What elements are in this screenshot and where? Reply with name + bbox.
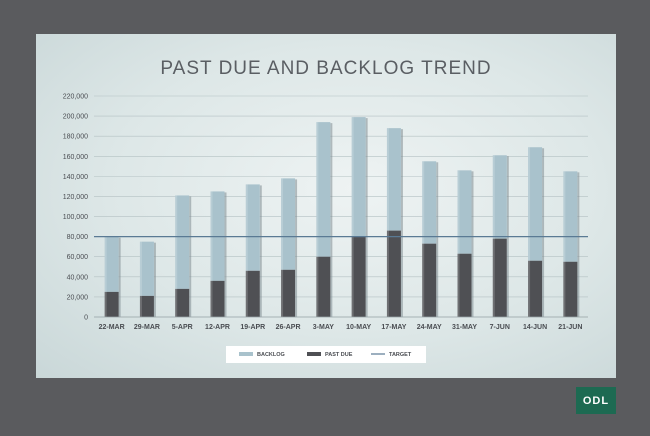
x-tick-label: 14-JUN xyxy=(523,324,547,331)
bar-highlight xyxy=(457,170,460,317)
x-tick-label: 3-MAY xyxy=(313,324,334,331)
chart: PAST DUE AND BACKLOG TREND 0 20,000 40,000… xyxy=(63,58,588,363)
logo-text: ODL xyxy=(582,394,610,407)
x-tick-label: 17-MAY xyxy=(381,324,406,331)
x-tick-label: 21-JUN xyxy=(558,324,582,331)
bar-past-due xyxy=(210,280,225,317)
company-logo: ODL xyxy=(576,387,616,414)
x-tick-label: 5-APR xyxy=(172,324,193,331)
bar-shadow xyxy=(224,192,227,317)
bar-highlight xyxy=(210,191,213,317)
y-tick-label: 0 xyxy=(84,315,88,322)
y-tick-label: 180,000 xyxy=(63,134,88,141)
bar-backlog xyxy=(351,117,366,237)
bar-shadow xyxy=(118,237,121,317)
bar-past-due xyxy=(492,238,507,317)
bar-shadow xyxy=(330,123,333,317)
bar-highlight xyxy=(104,236,107,317)
bar-shadow xyxy=(400,129,403,317)
x-tick-label: 7-JUN xyxy=(490,324,510,331)
bar-highlight xyxy=(563,171,566,317)
bar-shadow xyxy=(436,162,439,317)
legend-label: PAST DUE xyxy=(325,352,353,358)
y-tick-label: 40,000 xyxy=(67,274,89,281)
x-tick-label: 24-MAY xyxy=(417,324,442,331)
y-tick-label: 220,000 xyxy=(63,94,88,101)
y-axis: 0 20,000 40,000 60,000 80,000 100,000 120,000 1… xyxy=(63,94,88,322)
bar-past-due xyxy=(245,270,260,317)
bar-past-due xyxy=(457,253,472,317)
bar-past-due xyxy=(351,236,366,317)
bar-backlog xyxy=(139,241,154,296)
bar-shadow xyxy=(295,179,298,317)
legend: BACKLOG PAST DUE TARGET xyxy=(226,346,426,363)
bar-past-due xyxy=(104,291,119,317)
bar-highlight xyxy=(422,161,425,317)
bar-past-due xyxy=(139,295,154,317)
y-tick-label: 100,000 xyxy=(63,214,88,221)
x-tick-label: 29-MAR xyxy=(134,324,160,331)
bar-highlight xyxy=(351,117,354,317)
y-tick-label: 200,000 xyxy=(63,114,88,121)
legend-swatch xyxy=(307,352,321,356)
bar-highlight xyxy=(175,195,178,317)
bar-past-due xyxy=(563,261,578,317)
bar-shadow xyxy=(365,118,368,317)
bar-shadow xyxy=(259,185,262,317)
bar-shadow xyxy=(471,171,474,317)
bar-highlight xyxy=(528,147,531,317)
x-tick-label: 19-APR xyxy=(240,324,265,331)
x-tick-label: 12-APR xyxy=(205,324,230,331)
bar-past-due xyxy=(528,260,543,317)
y-tick-label: 60,000 xyxy=(67,254,89,261)
bar-backlog xyxy=(386,128,401,231)
bar-highlight xyxy=(316,122,319,317)
bar-highlight xyxy=(386,128,389,317)
bars xyxy=(94,117,588,317)
x-tick-label: 31-MAY xyxy=(452,324,477,331)
bar-backlog xyxy=(175,195,190,289)
bar-backlog xyxy=(281,178,296,270)
gridlines xyxy=(94,95,588,318)
x-tick-label: 10-MAY xyxy=(346,324,371,331)
bar-past-due xyxy=(175,288,190,317)
y-tick-label: 80,000 xyxy=(67,234,89,241)
legend-label: BACKLOG xyxy=(257,352,285,358)
x-tick-label: 26-APR xyxy=(276,324,301,331)
bar-backlog xyxy=(245,184,260,271)
bar-backlog xyxy=(316,122,331,257)
bar-shadow xyxy=(153,242,156,317)
bar-past-due xyxy=(422,243,437,317)
bar-backlog xyxy=(492,155,507,239)
bar-past-due xyxy=(316,256,331,317)
bar-shadow xyxy=(189,196,192,317)
bar-past-due xyxy=(386,230,401,317)
chart-panel: PAST DUE AND BACKLOG TREND 0 20,000 40,000… xyxy=(36,34,616,378)
bar-backlog xyxy=(457,170,472,254)
bar-highlight xyxy=(245,184,248,317)
bar-shadow xyxy=(542,148,545,317)
y-tick-label: 140,000 xyxy=(63,174,88,181)
bar-highlight xyxy=(281,178,284,317)
chart-title: PAST DUE AND BACKLOG TREND xyxy=(160,58,491,79)
x-tick-label: 22-MAR xyxy=(99,324,125,331)
bar-backlog xyxy=(422,161,437,244)
y-tick-label: 160,000 xyxy=(63,154,88,161)
bar-backlog xyxy=(563,171,578,262)
y-tick-label: 20,000 xyxy=(67,294,89,301)
x-axis: 22-MAR 29-MAR 5-APR 12-APR 19-APR 26-APR 3-MAY… xyxy=(94,316,588,331)
bar-past-due xyxy=(281,269,296,317)
legend-box xyxy=(226,346,426,363)
legend-label: TARGET xyxy=(389,352,412,358)
bar-shadow xyxy=(577,172,580,317)
bar-highlight xyxy=(139,241,142,317)
legend-swatch xyxy=(239,352,253,356)
y-tick-label: 120,000 xyxy=(63,194,88,201)
bar-backlog xyxy=(528,147,543,261)
bar-backlog xyxy=(104,236,119,292)
